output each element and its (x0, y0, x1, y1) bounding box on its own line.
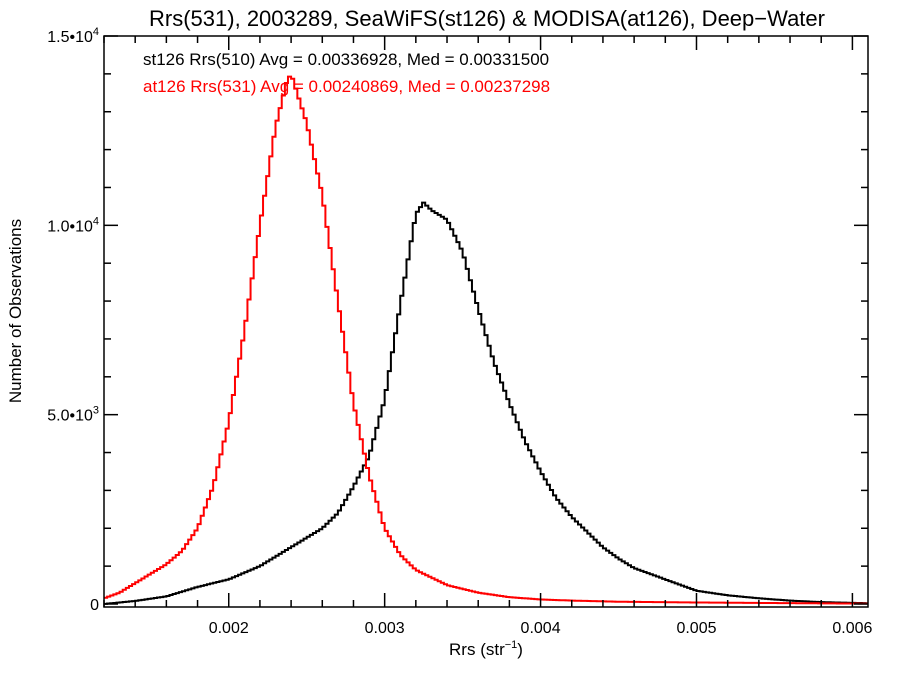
x-tick-label: 0.003 (365, 620, 405, 637)
label-layer: 0.002 0.003 0.004 0.005 0.006 0 5.0•103 1.0•104… (47, 26, 872, 637)
y-tick-label: 0 (90, 597, 99, 614)
x-axis-label-sup: −1 (505, 639, 518, 651)
legend-entry-st126: st126 Rrs(510) Avg = 0.00336928, Med = 0… (143, 50, 549, 69)
y-tick-label: 1.5•104 (47, 26, 99, 46)
histogram-series-1 (104, 201, 868, 605)
x-tick-label: 0.005 (676, 620, 716, 637)
legend-entry-at126: at126 Rrs(531) Avg = 0.00240869, Med = 0… (143, 77, 550, 96)
series-layer (104, 75, 868, 605)
x-axis-label-close: ) (517, 640, 523, 659)
histogram-series-2 (104, 75, 868, 605)
x-tick-label: 0.004 (521, 620, 561, 637)
y-tick-label: 5.0•103 (47, 405, 99, 425)
x-tick-label: 0.006 (832, 620, 872, 637)
x-axis-label-main: Rrs (str (449, 640, 505, 659)
plot-frame (103, 35, 869, 608)
tick-layer (103, 35, 868, 607)
y-tick-label: 1.0•104 (47, 215, 99, 235)
legend: st126 Rrs(510) Avg = 0.00336928, Med = 0… (143, 50, 550, 96)
x-tick-label: 0.002 (209, 620, 249, 637)
x-axis-label: Rrs (str−1) (449, 639, 523, 659)
chart-title: Rrs(531), 2003289, SeaWiFS(st126) & MODI… (149, 6, 825, 31)
y-axis-label: Number of Observations (6, 219, 25, 403)
